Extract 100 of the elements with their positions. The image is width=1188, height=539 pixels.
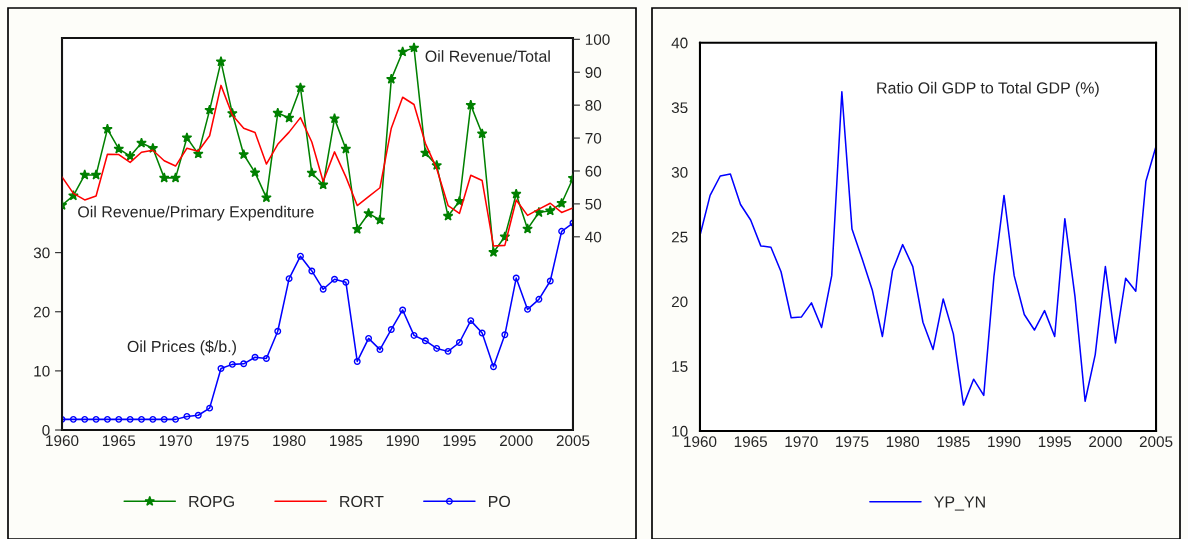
x-tick-label: 1990 <box>988 436 1021 448</box>
point <box>476 128 488 139</box>
point <box>249 167 261 178</box>
point <box>342 278 350 286</box>
y-tick-label: 30 <box>33 247 50 259</box>
y-tick-label: 20 <box>671 296 688 308</box>
x-tick-label: 1965 <box>102 435 136 447</box>
y2-tick-label: 100 <box>585 34 610 45</box>
point <box>524 305 532 313</box>
x-tick-label: 2005 <box>556 435 590 447</box>
point <box>319 285 327 293</box>
point <box>92 415 100 423</box>
point <box>170 172 181 183</box>
point <box>465 99 477 110</box>
y-tick-label: 40 <box>671 37 688 49</box>
point <box>535 295 543 303</box>
point <box>385 73 397 84</box>
point <box>79 169 91 180</box>
legend-label: RORT <box>340 495 384 508</box>
point <box>272 107 284 118</box>
point <box>410 331 418 339</box>
point <box>113 143 125 154</box>
point <box>351 223 363 234</box>
point <box>376 346 384 354</box>
point <box>397 46 408 57</box>
point <box>136 137 147 148</box>
y2-tick-label: 90 <box>585 67 602 78</box>
y2-tick-label: 70 <box>585 132 602 144</box>
point <box>103 415 111 423</box>
point <box>420 147 431 158</box>
x-tick-label: 1980 <box>886 436 920 448</box>
point <box>206 404 214 412</box>
x-tick-label: 1965 <box>734 436 767 448</box>
x-tick-label: 1975 <box>216 435 249 447</box>
point <box>501 331 509 339</box>
point <box>306 167 318 178</box>
point <box>172 415 180 423</box>
x-tick-label: 1995 <box>443 435 476 447</box>
y-tick-label: 35 <box>671 102 688 114</box>
y2-tick-label: 80 <box>585 100 602 111</box>
x-tick-label: 1970 <box>785 436 818 448</box>
point <box>90 169 102 180</box>
y-tick-label: 30 <box>671 166 688 178</box>
x-tick-label: 1990 <box>386 435 420 447</box>
point <box>544 205 556 216</box>
x-tick-label: 1985 <box>330 435 363 447</box>
point <box>138 415 145 423</box>
x-tick-label: 1970 <box>159 435 192 447</box>
point <box>399 306 407 314</box>
point <box>204 104 215 115</box>
point <box>149 415 157 423</box>
y-tick-label: 10 <box>34 365 50 377</box>
x-tick-label: 1980 <box>273 435 306 447</box>
annotation: Oil Revenue/Total <box>425 50 550 62</box>
point <box>262 354 270 362</box>
y2-tick-label: 40 <box>585 231 602 243</box>
point <box>455 339 463 346</box>
point <box>488 246 499 257</box>
point <box>274 327 282 335</box>
legend-label: PO <box>489 495 511 508</box>
point <box>102 123 113 134</box>
point <box>240 360 248 368</box>
point <box>147 142 159 153</box>
y-tick-label: 10 <box>672 425 688 437</box>
point <box>374 214 386 225</box>
point <box>510 188 522 199</box>
legend-label: ROPG <box>189 495 234 508</box>
point <box>522 223 533 234</box>
point <box>329 113 340 124</box>
point <box>81 415 89 423</box>
point <box>490 363 497 371</box>
x-tick-label: 1995 <box>1038 436 1072 448</box>
point <box>442 210 454 221</box>
point <box>160 415 168 423</box>
point <box>296 252 304 260</box>
point <box>261 192 272 203</box>
point <box>283 112 295 123</box>
annotation: Ratio Oil GDP to Total GDP (%) <box>877 81 1099 97</box>
point <box>181 132 193 143</box>
x-tick-label: 1960 <box>684 436 717 448</box>
point <box>546 277 554 285</box>
x-tick-label: 1960 <box>46 435 79 447</box>
point <box>556 197 567 208</box>
point <box>331 275 338 283</box>
point <box>228 360 236 368</box>
point <box>115 415 123 423</box>
point <box>194 411 202 419</box>
point <box>158 172 170 183</box>
x-tick-label: 2000 <box>499 435 533 447</box>
x-tick-label: 2005 <box>1139 436 1173 448</box>
point <box>444 347 452 355</box>
point <box>126 415 134 423</box>
point <box>363 207 374 219</box>
point <box>408 42 420 53</box>
legend-label: YP_YN <box>934 496 985 511</box>
point <box>217 365 225 372</box>
point <box>340 143 352 154</box>
y-tick-label: 25 <box>671 231 688 243</box>
y-tick-label: 20 <box>33 306 50 318</box>
point <box>558 227 566 235</box>
